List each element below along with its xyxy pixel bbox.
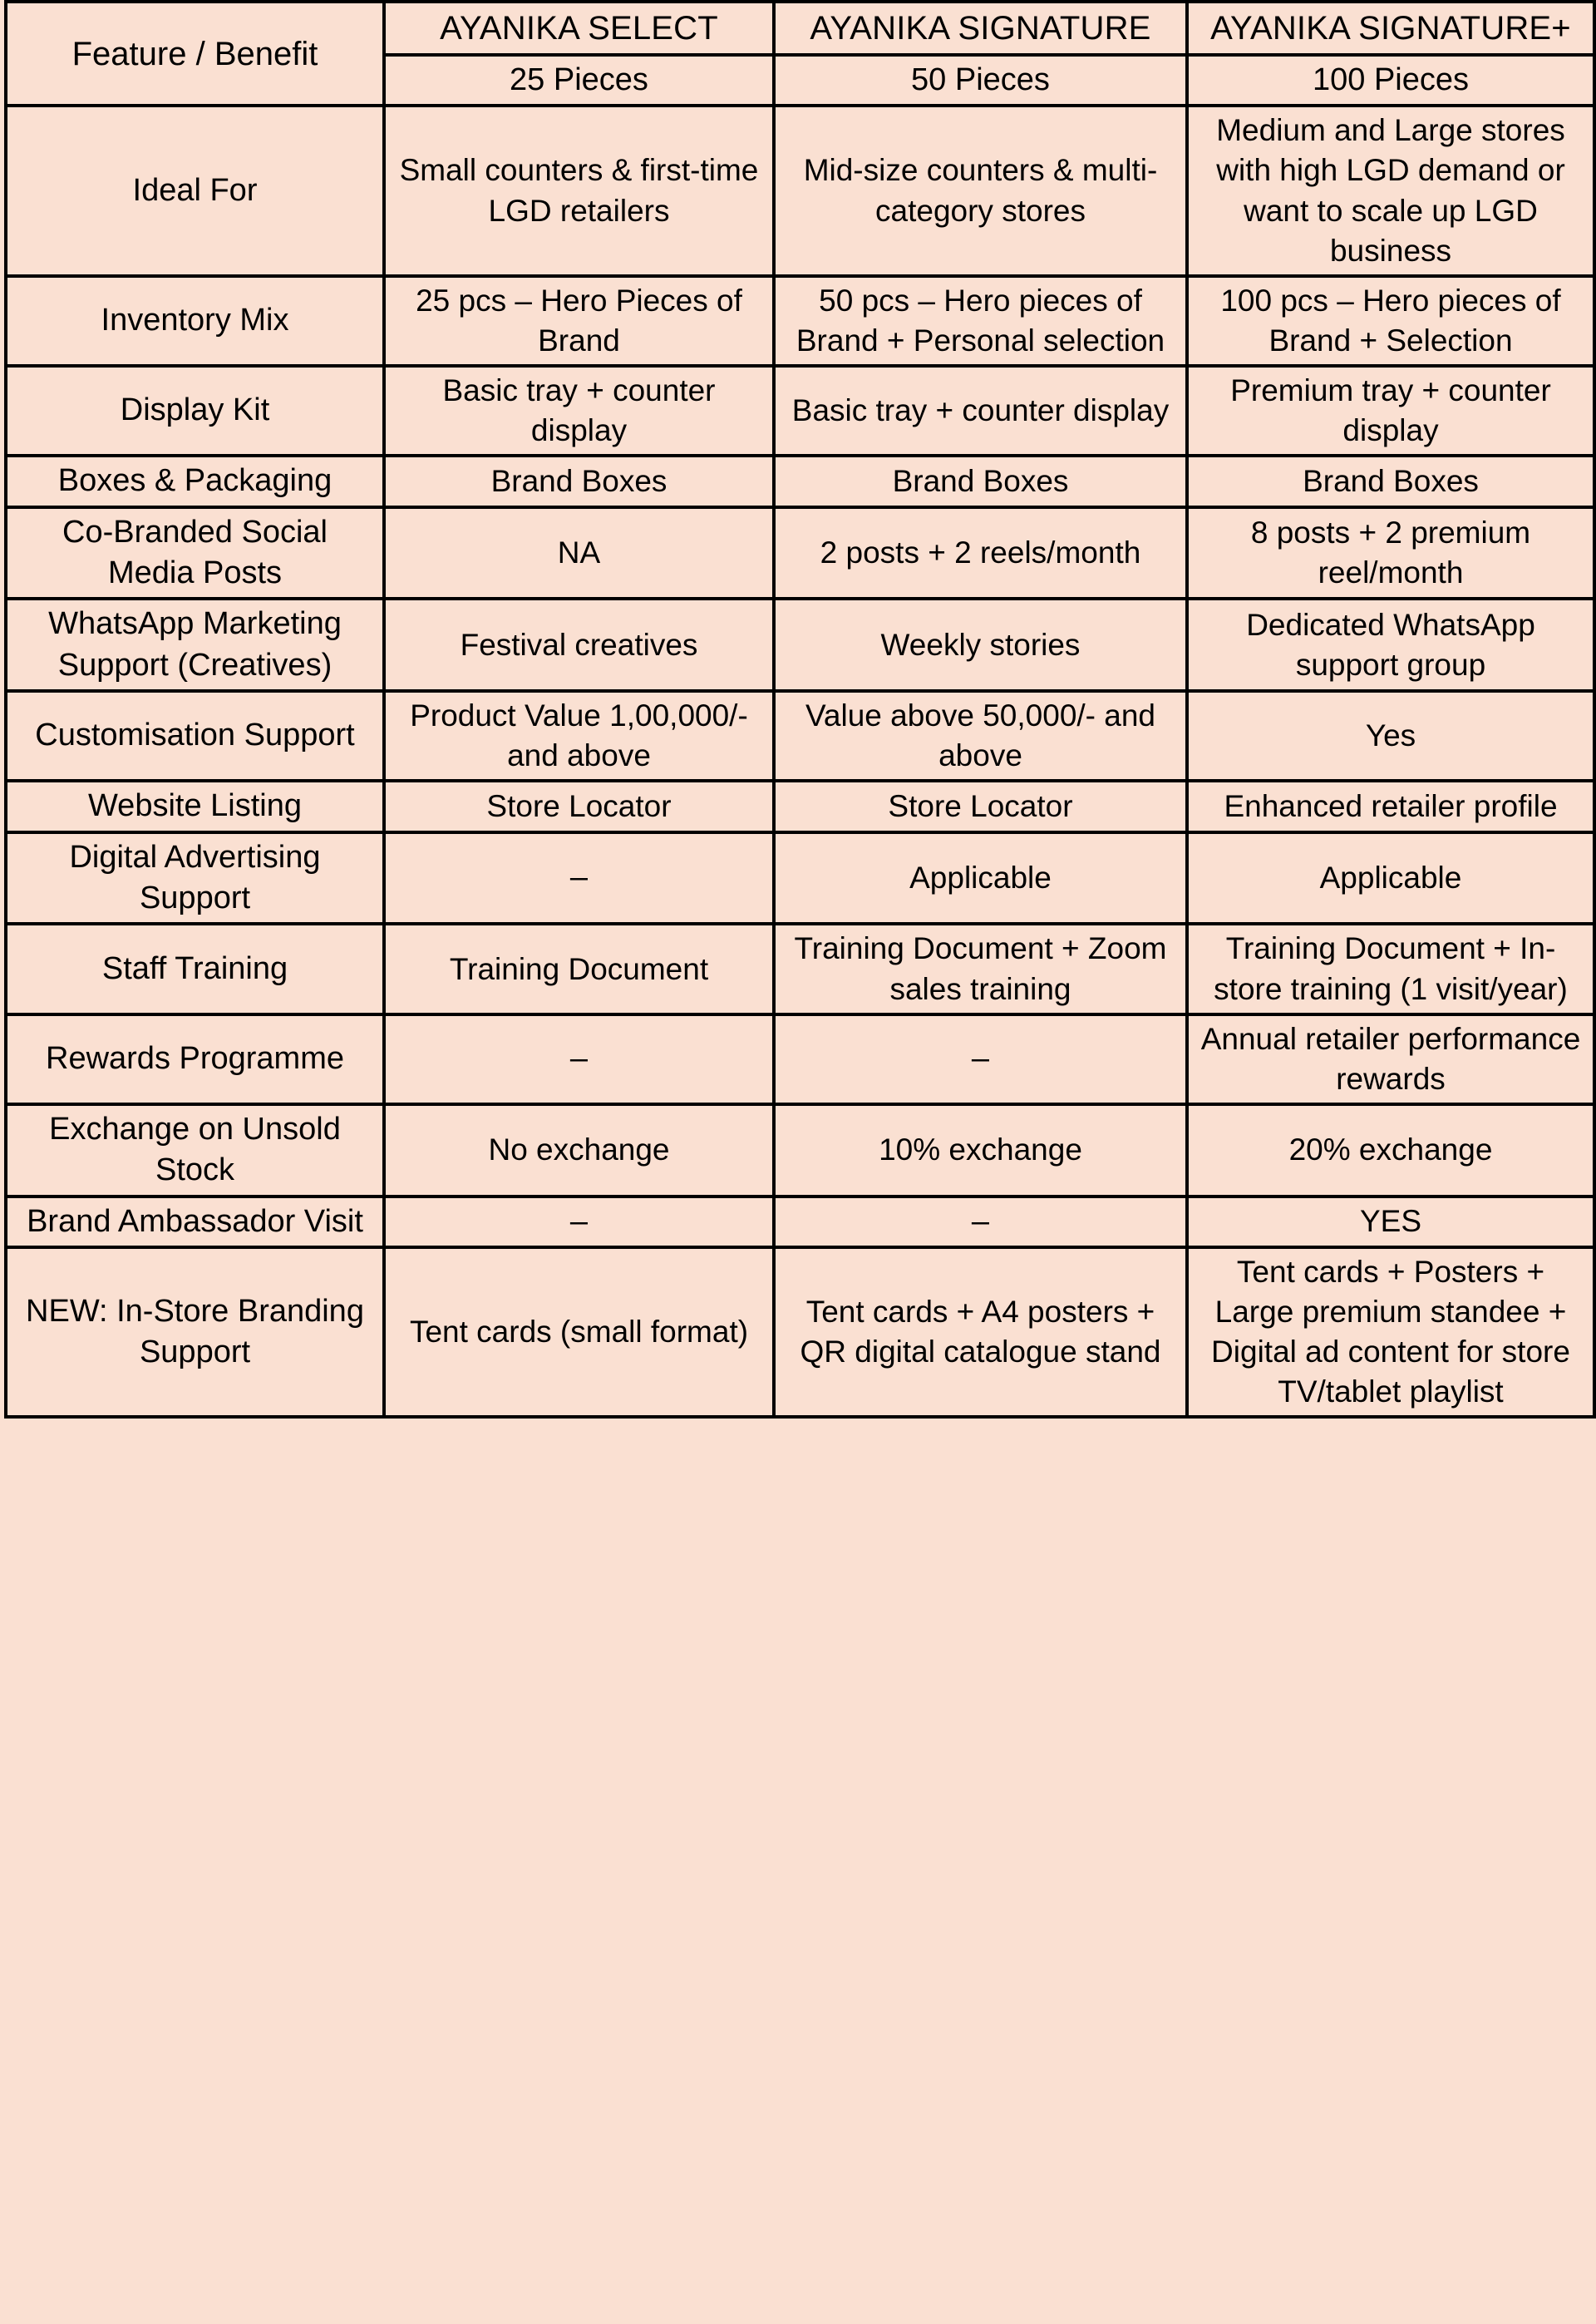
header-pieces-signature-plus: 100 Pieces (1185, 52, 1596, 108)
cell-signature-plus: 100 pcs – Hero pieces of Brand + Selecti… (1185, 274, 1596, 368)
table-row: Website Listing Store Locator Store Loca… (4, 779, 1596, 834)
cell-signature: Weekly stories (772, 597, 1189, 693)
cell-signature: Value above 50,000/- and above (772, 689, 1189, 783)
cell-signature-plus: Yes (1185, 689, 1596, 783)
table-row: Rewards Programme – – Annual retailer pe… (4, 1012, 1596, 1106)
row-label: Brand Ambassador Visit (4, 1194, 386, 1250)
cell-signature: Brand Boxes (772, 454, 1189, 509)
cell-select: Festival creatives (382, 597, 776, 693)
cell-signature-plus: YES (1185, 1194, 1596, 1250)
row-label: Inventory Mix (4, 274, 386, 368)
cell-signature: Store Locator (772, 779, 1189, 834)
cell-signature: – (772, 1012, 1189, 1106)
table-row: Customisation Support Product Value 1,00… (4, 689, 1596, 783)
cell-signature-plus: Training Document + In-store training (1… (1185, 922, 1596, 1016)
cell-select: Store Locator (382, 779, 776, 834)
header-feature-benefit: Feature / Benefit (4, 0, 386, 108)
cell-signature-plus: Medium and Large stores with high LGD de… (1185, 104, 1596, 278)
cell-signature: 2 posts + 2 reels/month (772, 505, 1189, 601)
cell-select: Tent cards (small format) (382, 1245, 776, 1419)
cell-select: – (382, 1012, 776, 1106)
cell-select: – (382, 830, 776, 926)
header-plan-select: AYANIKA SELECT (382, 0, 776, 57)
row-label: Customisation Support (4, 689, 386, 783)
cell-select: Product Value 1,00,000/- and above (382, 689, 776, 783)
cell-signature: Mid-size counters & multi-category store… (772, 104, 1189, 278)
cell-signature-plus: Enhanced retailer profile (1185, 779, 1596, 834)
cell-signature-plus: Tent cards + Posters + Large premium sta… (1185, 1245, 1596, 1419)
row-label: Display Kit (4, 363, 386, 458)
cell-signature-plus: Brand Boxes (1185, 454, 1596, 509)
row-label: Staff Training (4, 922, 386, 1016)
cell-signature: 10% exchange (772, 1102, 1189, 1198)
table-row: Brand Ambassador Visit – – YES (4, 1194, 1596, 1250)
cell-select: Brand Boxes (382, 454, 776, 509)
table-body: Ideal For Small counters & first-time LG… (4, 104, 1596, 1419)
table-row: Exchange on Unsold Stock No exchange 10%… (4, 1102, 1596, 1198)
header-pieces-select: 25 Pieces (382, 52, 776, 108)
row-label: Digital Advertising Support (4, 830, 386, 926)
cell-signature-plus: Annual retailer performance rewards (1185, 1012, 1596, 1106)
table-row: NEW: In-Store Branding Support Tent card… (4, 1245, 1596, 1419)
cell-signature: – (772, 1194, 1189, 1250)
cell-signature: Training Document + Zoom sales training (772, 922, 1189, 1016)
table-row: Inventory Mix 25 pcs – Hero Pieces of Br… (4, 274, 1596, 368)
cell-select: NA (382, 505, 776, 601)
table-header: Feature / Benefit AYANIKA SELECT AYANIKA… (4, 0, 1596, 108)
row-label: Boxes & Packaging (4, 454, 386, 509)
row-label: Co-Branded Social Media Posts (4, 505, 386, 601)
cell-select: 25 pcs – Hero Pieces of Brand (382, 274, 776, 368)
table-row: Staff Training Training Document Trainin… (4, 922, 1596, 1016)
cell-signature: Applicable (772, 830, 1189, 926)
table-row: Display Kit Basic tray + counter display… (4, 363, 1596, 458)
cell-signature-plus: 8 posts + 2 premium reel/month (1185, 505, 1596, 601)
row-label: Exchange on Unsold Stock (4, 1102, 386, 1198)
row-label: Website Listing (4, 779, 386, 834)
table-row: Co-Branded Social Media Posts NA 2 posts… (4, 505, 1596, 601)
row-label: Ideal For (4, 104, 386, 278)
cell-select: Small counters & first-time LGD retailer… (382, 104, 776, 278)
row-label: NEW: In-Store Branding Support (4, 1245, 386, 1419)
cell-select: Basic tray + counter display (382, 363, 776, 458)
cell-signature-plus: Dedicated WhatsApp support group (1185, 597, 1596, 693)
cell-select: – (382, 1194, 776, 1250)
header-plan-signature: AYANIKA SIGNATURE (772, 0, 1189, 57)
header-plan-signature-plus: AYANIKA SIGNATURE+ (1185, 0, 1596, 57)
table-row: WhatsApp Marketing Support (Creatives) F… (4, 597, 1596, 693)
row-label: WhatsApp Marketing Support (Creatives) (4, 597, 386, 693)
header-pieces-signature: 50 Pieces (772, 52, 1189, 108)
cell-signature-plus: Applicable (1185, 830, 1596, 926)
cell-select: Training Document (382, 922, 776, 1016)
table-row: Ideal For Small counters & first-time LG… (4, 104, 1596, 278)
cell-signature: Basic tray + counter display (772, 363, 1189, 458)
header-row-pieces: 25 Pieces 50 Pieces 100 Pieces (6, 52, 1596, 108)
cell-signature-plus: Premium tray + counter display (1185, 363, 1596, 458)
cell-select: No exchange (382, 1102, 776, 1198)
table-row: Boxes & Packaging Brand Boxes Brand Boxe… (4, 454, 1596, 509)
table-row: Digital Advertising Support – Applicable… (4, 830, 1596, 926)
cell-signature: 50 pcs – Hero pieces of Brand + Personal… (772, 274, 1189, 368)
row-label: Rewards Programme (4, 1012, 386, 1106)
cell-signature-plus: 20% exchange (1185, 1102, 1596, 1198)
header-row-plan-names: Feature / Benefit AYANIKA SELECT AYANIKA… (4, 0, 1596, 108)
cell-signature: Tent cards + A4 posters + QR digital cat… (772, 1245, 1189, 1419)
plan-comparison-table: Feature / Benefit AYANIKA SELECT AYANIKA… (4, 0, 1596, 1419)
